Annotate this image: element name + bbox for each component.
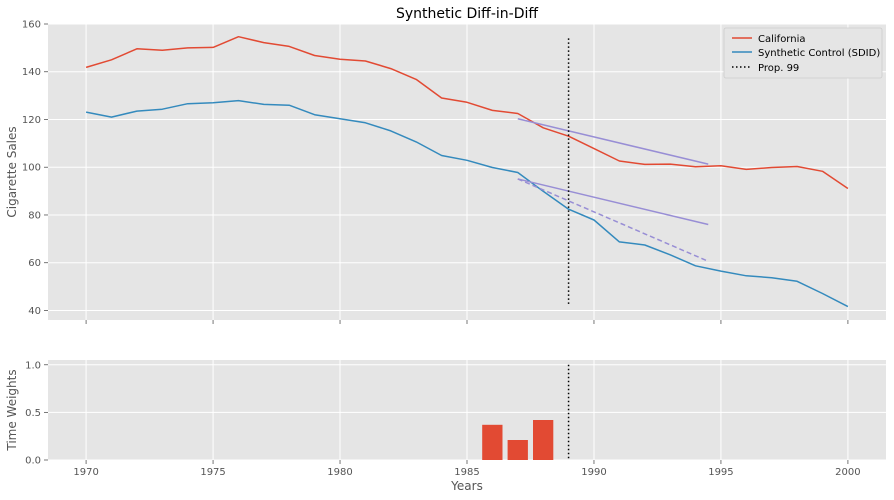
x-tick-label: 1995 xyxy=(708,467,733,478)
x-axis-label: Years xyxy=(450,479,483,493)
x-tick-label: 1985 xyxy=(454,467,479,478)
y-tick-label: 100 xyxy=(22,163,41,174)
legend-box xyxy=(723,27,883,79)
y-tick-label: 1.0 xyxy=(25,360,41,371)
weight-bar-1987 xyxy=(507,440,528,460)
y-tick-label: 40 xyxy=(28,306,41,317)
y-tick-label: 60 xyxy=(28,258,41,269)
trend-line-3 xyxy=(517,178,709,262)
main-x-ticks xyxy=(85,320,849,324)
weights-y-ticks: 0.0 0.5 1.0 xyxy=(25,360,48,467)
weights-x-ticks: 1970 1975 1980 1985 1990 1995 2000 xyxy=(73,460,861,478)
main-y-ticks: 40 60 80 100 120 140 160 xyxy=(22,20,48,317)
main-grid xyxy=(48,23,886,320)
legend-label-california: California xyxy=(758,34,806,45)
x-tick-label: 1990 xyxy=(581,467,606,478)
weights-bars xyxy=(482,364,570,460)
x-tick-label: 1980 xyxy=(327,467,352,478)
weight-bar-1988 xyxy=(533,420,554,460)
synthetic-control-line xyxy=(85,99,849,308)
main-y-axis-label: Cigarette Sales xyxy=(5,126,19,217)
y-tick-label: 160 xyxy=(22,20,41,31)
trend-line-2 xyxy=(517,178,709,226)
x-tick-label: 2000 xyxy=(835,467,860,478)
trend-line-1 xyxy=(517,118,709,165)
legend-label-prop99: Prop. 99 xyxy=(758,63,799,74)
weight-bar-1986 xyxy=(482,424,503,460)
main-series xyxy=(85,35,849,308)
legend: California Synthetic Control (SDID) Prop… xyxy=(723,27,883,79)
x-tick-label: 1975 xyxy=(200,467,225,478)
y-tick-label: 80 xyxy=(28,210,41,221)
weights-y-axis-label: Time Weights xyxy=(5,369,19,451)
y-tick-label: 120 xyxy=(22,115,41,126)
california-line xyxy=(85,35,849,190)
x-tick-label: 1970 xyxy=(73,467,98,478)
y-tick-label: 0.0 xyxy=(25,456,41,467)
chart-title: Synthetic Diff-in-Diff xyxy=(396,6,538,22)
y-tick-label: 140 xyxy=(22,67,41,78)
legend-label-synthetic: Synthetic Control (SDID) xyxy=(758,48,880,59)
y-tick-label: 0.5 xyxy=(25,408,41,419)
